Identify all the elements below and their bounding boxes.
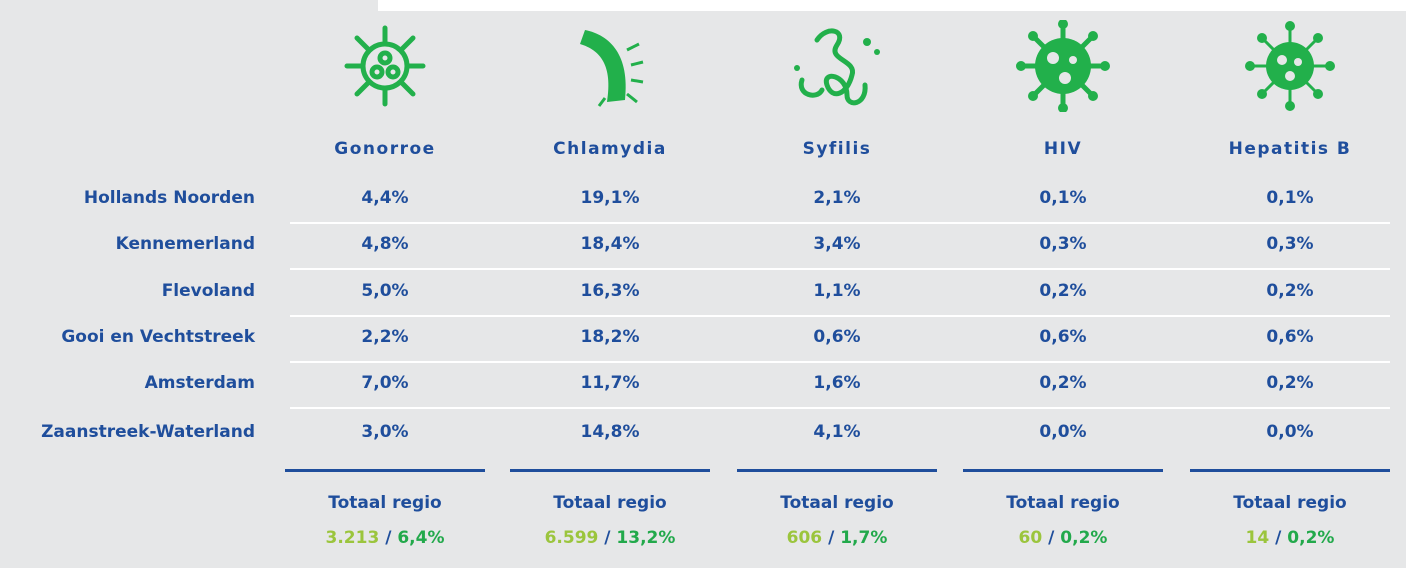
total-label: Totaal regio bbox=[1233, 493, 1347, 513]
cell-value: 18,2% bbox=[580, 327, 640, 347]
total-rule bbox=[1190, 469, 1390, 472]
column-header: HIV bbox=[1043, 139, 1083, 159]
total-line: 6.599 / 13,2% bbox=[497, 528, 723, 548]
cell-value: 1,6% bbox=[813, 373, 861, 393]
total-percent: 13,2% bbox=[616, 528, 676, 548]
total-rule bbox=[285, 469, 485, 472]
cell-value: 1,1% bbox=[813, 281, 861, 301]
total-rule bbox=[963, 469, 1163, 472]
cell-value: 0,3% bbox=[1039, 234, 1087, 254]
cell-value: 2,2% bbox=[361, 327, 409, 347]
row-separator bbox=[290, 407, 1390, 409]
cell-value: 4,8% bbox=[361, 234, 409, 254]
total-rule bbox=[510, 469, 710, 472]
cell-value: 4,4% bbox=[361, 188, 409, 208]
cell-value: 0,2% bbox=[1266, 281, 1314, 301]
column-header: Gonorroe bbox=[334, 139, 436, 159]
column-header: Hepatitis B bbox=[1228, 139, 1352, 159]
cell-value: 14,8% bbox=[580, 422, 640, 442]
row-separator bbox=[290, 361, 1390, 363]
total-separator: / bbox=[828, 528, 835, 548]
total-line: 606 / 1,7% bbox=[724, 528, 950, 548]
row-separator bbox=[290, 315, 1390, 317]
cell-value: 0,6% bbox=[813, 327, 861, 347]
total-label: Totaal regio bbox=[553, 493, 667, 513]
column-header: Syfilis bbox=[802, 139, 872, 159]
cell-value: 0,2% bbox=[1039, 281, 1087, 301]
cell-value: 7,0% bbox=[361, 373, 409, 393]
gonorroe-icon bbox=[344, 25, 426, 107]
total-count: 14 bbox=[1245, 528, 1270, 548]
row-label: Gooi en Vechtstreek bbox=[61, 327, 255, 347]
cell-value: 0,1% bbox=[1039, 188, 1087, 208]
hiv-icon bbox=[1016, 20, 1110, 112]
hepatitis-b-icon bbox=[1245, 21, 1335, 111]
cell-value: 0,2% bbox=[1039, 373, 1087, 393]
cell-value: 3,4% bbox=[813, 234, 861, 254]
total-label: Totaal regio bbox=[1006, 493, 1120, 513]
cell-value: 0,3% bbox=[1266, 234, 1314, 254]
cell-value: 5,0% bbox=[361, 281, 409, 301]
total-separator: / bbox=[385, 528, 392, 548]
total-count: 3.213 bbox=[325, 528, 380, 548]
top-band bbox=[378, 0, 1406, 11]
cell-value: 0,0% bbox=[1039, 422, 1087, 442]
total-percent: 1,7% bbox=[840, 528, 888, 548]
total-label: Totaal regio bbox=[780, 493, 894, 513]
cell-value: 0,0% bbox=[1266, 422, 1314, 442]
cell-value: 4,1% bbox=[813, 422, 861, 442]
total-line: 3.213 / 6,4% bbox=[272, 528, 498, 548]
row-label: Hollands Noorden bbox=[83, 188, 255, 208]
chlamydia-icon bbox=[580, 30, 644, 107]
cell-value: 2,1% bbox=[813, 188, 861, 208]
cell-value: 16,3% bbox=[580, 281, 640, 301]
row-label: Zaanstreek-Waterland bbox=[41, 422, 255, 442]
total-rule bbox=[737, 469, 937, 472]
total-line: 14 / 0,2% bbox=[1177, 528, 1403, 548]
total-separator: / bbox=[604, 528, 611, 548]
cell-value: 0,6% bbox=[1039, 327, 1087, 347]
cell-value: 0,2% bbox=[1266, 373, 1314, 393]
cell-value: 3,0% bbox=[361, 422, 409, 442]
total-label: Totaal regio bbox=[328, 493, 442, 513]
column-header: Chlamydia bbox=[553, 139, 667, 159]
row-separator bbox=[290, 268, 1390, 270]
row-label: Flevoland bbox=[161, 281, 255, 301]
total-count: 6.599 bbox=[544, 528, 599, 548]
syfilis-icon bbox=[794, 28, 880, 106]
total-percent: 0,2% bbox=[1287, 528, 1335, 548]
total-count: 60 bbox=[1018, 528, 1043, 548]
total-line: 60 / 0,2% bbox=[950, 528, 1176, 548]
cell-value: 11,7% bbox=[580, 373, 640, 393]
cell-value: 0,1% bbox=[1266, 188, 1314, 208]
row-label: Kennemerland bbox=[115, 234, 255, 254]
total-separator: / bbox=[1275, 528, 1282, 548]
row-label: Amsterdam bbox=[144, 373, 255, 393]
total-separator: / bbox=[1048, 528, 1055, 548]
cell-value: 18,4% bbox=[580, 234, 640, 254]
total-percent: 0,2% bbox=[1060, 528, 1108, 548]
row-separator bbox=[290, 222, 1390, 224]
total-count: 606 bbox=[786, 528, 823, 548]
cell-value: 19,1% bbox=[580, 188, 640, 208]
total-percent: 6,4% bbox=[397, 528, 445, 548]
cell-value: 0,6% bbox=[1266, 327, 1314, 347]
